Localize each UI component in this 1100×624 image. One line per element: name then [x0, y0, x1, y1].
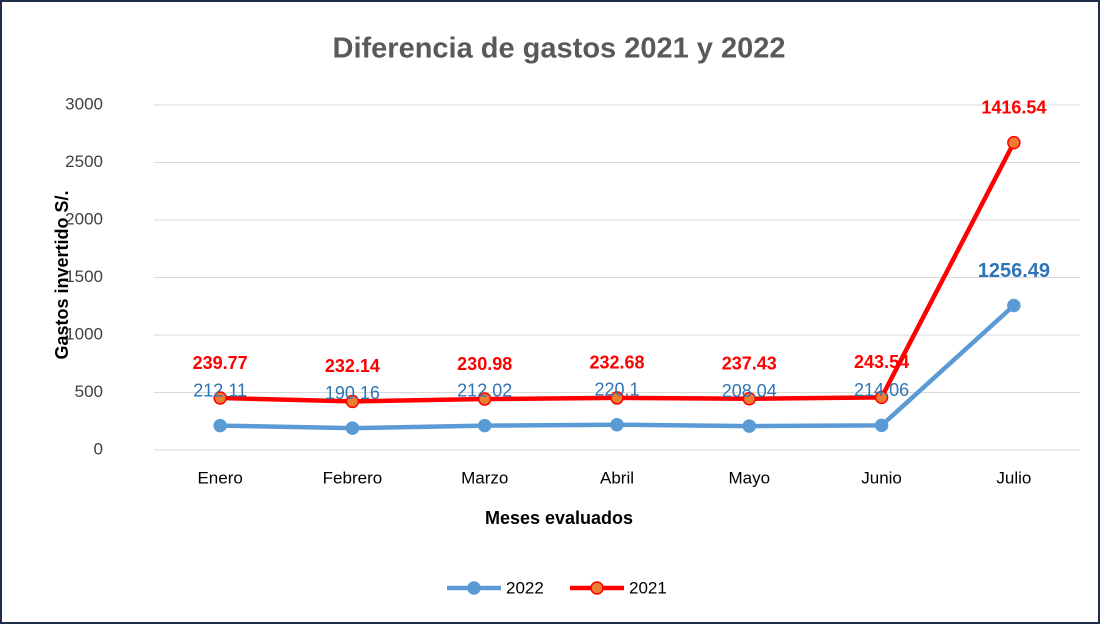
data-label: 239.77: [193, 353, 248, 373]
data-point: [742, 392, 757, 406]
data-point: [1007, 135, 1021, 150]
data-point: [213, 418, 227, 433]
data-point: [874, 390, 889, 405]
data-label: 1256.49: [978, 260, 1050, 282]
x-axis-label: Meses evaluados: [485, 508, 633, 528]
y-tick-label: 0: [94, 439, 103, 458]
data-point: [345, 394, 360, 409]
y-tick-label: 2500: [65, 152, 103, 171]
data-point: [477, 418, 492, 433]
data-label: 1416.54: [981, 97, 1046, 117]
data-label: 232.68: [589, 353, 644, 373]
y-tick-label: 1500: [65, 267, 103, 286]
data-point: [874, 418, 889, 433]
data-label: 212.02: [457, 380, 512, 400]
data-label: 214.06: [854, 380, 909, 400]
data-label: 208.04: [722, 381, 777, 401]
y-tick-label: 1000: [65, 324, 103, 343]
x-tick-label: Abril: [600, 468, 634, 487]
x-tick-label: Junio: [861, 468, 902, 487]
chart-title: Diferencia de gastos 2021 y 2022: [333, 33, 786, 65]
x-tick-label: Mayo: [728, 468, 770, 487]
x-tick-label: Marzo: [461, 468, 508, 487]
data-point: [610, 417, 624, 432]
data-label: 230.98: [457, 354, 512, 374]
data-point: [742, 419, 757, 433]
legend-marker: [590, 581, 604, 595]
data-point: [477, 392, 492, 406]
y-axis-label: Gastos invertido S/.: [52, 190, 72, 359]
legend-marker: [467, 581, 481, 595]
data-label: 232.14: [325, 356, 380, 376]
data-label: 212.11: [193, 380, 247, 400]
data-label: 243.54: [854, 352, 909, 372]
data-point: [1007, 298, 1021, 313]
data-label: 190.16: [325, 383, 380, 403]
x-tick-label: Enero: [197, 468, 242, 487]
x-tick-label: Julio: [996, 468, 1031, 487]
y-tick-label: 3000: [65, 94, 103, 113]
data-point: [345, 421, 360, 435]
data-label: 237.43: [722, 354, 777, 374]
legend-label: 2021: [629, 578, 667, 597]
y-tick-label: 2000: [65, 209, 103, 228]
y-tick-label: 500: [75, 382, 103, 401]
x-tick-label: Febrero: [323, 468, 383, 487]
data-point: [610, 391, 624, 405]
data-label: 220.1: [594, 379, 639, 399]
data-point: [213, 391, 227, 405]
legend-label: 2022: [506, 578, 544, 597]
